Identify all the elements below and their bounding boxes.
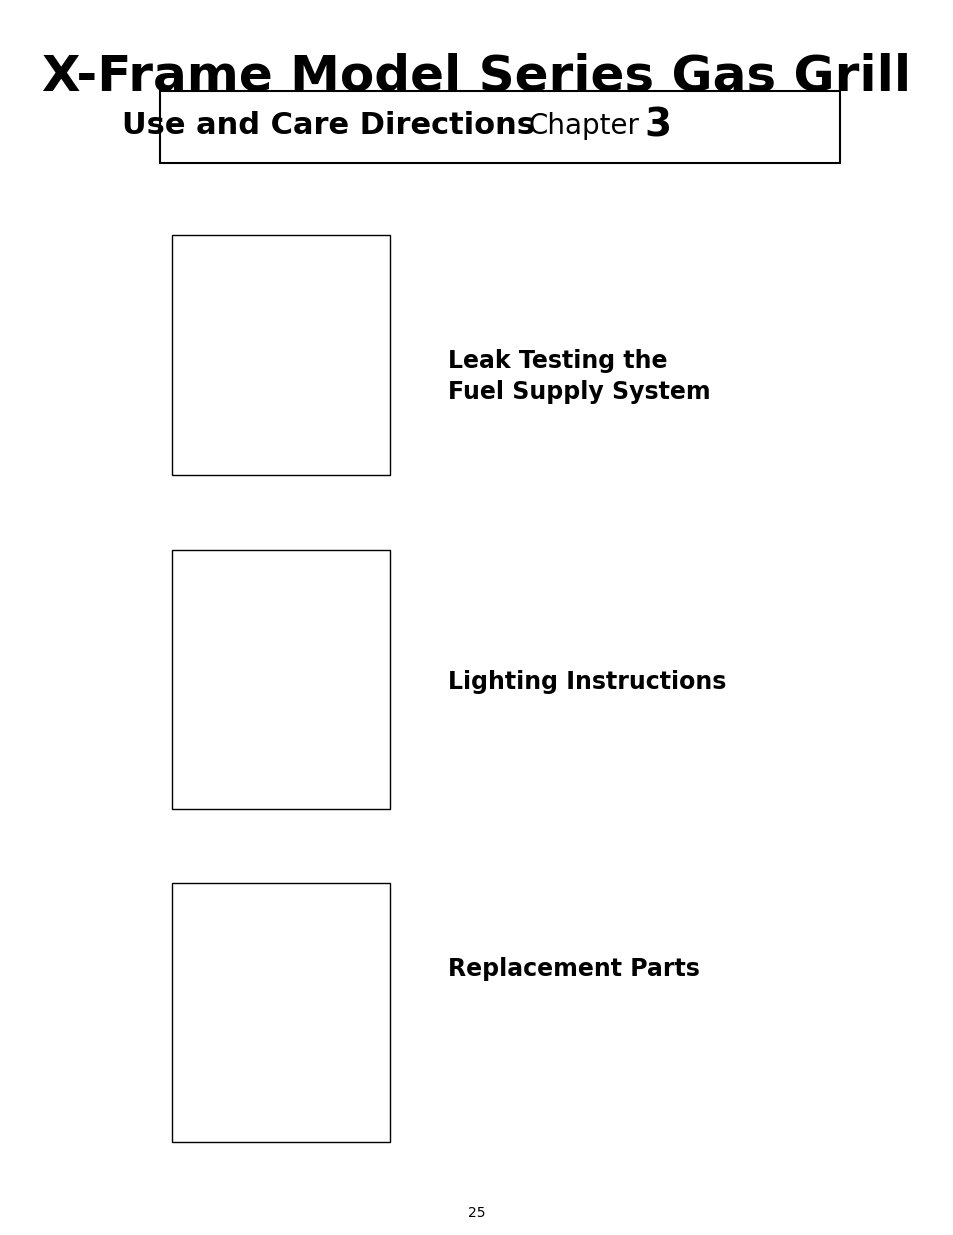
Text: Chapter: Chapter [528,112,639,140]
Bar [159,91,839,163]
Text: 25: 25 [468,1205,485,1220]
Text: Leak Testing the
Fuel Supply System: Leak Testing the Fuel Supply System [448,348,710,405]
Bar [172,550,390,809]
Text: Lighting Instructions: Lighting Instructions [448,669,726,694]
Text: X-Frame Model Series Gas Grill: X-Frame Model Series Gas Grill [42,53,911,100]
Text: Use and Care Directions: Use and Care Directions [122,111,535,141]
Text: 3: 3 [644,107,671,144]
Bar [172,883,390,1142]
Text: Replacement Parts: Replacement Parts [448,957,700,982]
Bar [172,235,390,475]
